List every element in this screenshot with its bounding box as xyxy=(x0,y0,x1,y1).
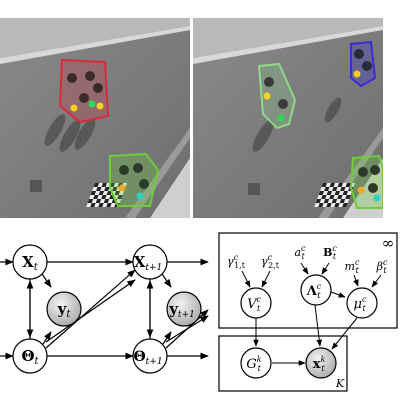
curb xyxy=(150,158,190,218)
plate-outer xyxy=(218,232,398,329)
aerial-photo-left xyxy=(0,18,190,218)
node-x-t: Xt xyxy=(12,244,48,280)
svg-text:Θt+1: Θt+1 xyxy=(133,349,162,367)
node-mu: μc t xyxy=(346,287,378,319)
svg-text:xkt: xk t xyxy=(313,355,326,373)
plate-inner-label: K xyxy=(335,377,345,390)
param-beta: βc t xyxy=(376,258,388,275)
drain-grate xyxy=(30,180,42,192)
node-y-t: yt xyxy=(46,291,82,327)
param-gamma2: γc 2,t xyxy=(261,253,280,270)
svg-text:yt: yt xyxy=(57,300,72,320)
temporal-model xyxy=(0,258,209,360)
plate-model: ∞ K γc 1,t γc 2,t ac t Bc t mc t xyxy=(218,232,398,392)
svg-text:Vct: Vc t xyxy=(247,295,261,313)
tracked-group-light-green xyxy=(257,62,297,130)
param-m: mc t xyxy=(345,258,360,275)
tracked-group-blue xyxy=(350,40,377,88)
node-y-t1: yt+1 xyxy=(166,291,202,327)
param-a: ac t xyxy=(294,244,306,261)
svg-text:Xt: Xt xyxy=(22,253,39,273)
plate-outer-label: ∞ xyxy=(382,234,395,252)
node-Lambda: Λc t xyxy=(300,274,332,306)
tracked-group-green xyxy=(109,152,160,207)
sidewalk xyxy=(0,18,190,58)
svg-text:Λct: Λc t xyxy=(306,282,322,300)
node-theta-t1: Θt+1 xyxy=(132,338,168,374)
node-theta-t: Θt xyxy=(12,338,48,374)
node-V: Vc t xyxy=(240,287,272,319)
checkerboard-tile xyxy=(314,183,355,207)
tracked-group-green xyxy=(349,154,383,209)
node-G: Gk t xyxy=(240,347,272,379)
node-x-t1: Xt+1 xyxy=(132,244,168,280)
svg-text:μct: μc t xyxy=(354,295,367,313)
param-gamma1: γc 1,t xyxy=(227,253,246,270)
svg-text:yt+1: yt+1 xyxy=(168,300,195,320)
svg-text:Xt+1: Xt+1 xyxy=(134,253,163,273)
svg-text:Θt: Θt xyxy=(21,347,39,367)
svg-text:Gkt: Gk t xyxy=(246,355,261,373)
aerial-photo-right xyxy=(193,18,383,218)
node-x-observed: xk t xyxy=(305,347,337,379)
tracked-group-red xyxy=(58,58,110,124)
aerial-scene-left xyxy=(0,18,190,218)
aerial-scene-right xyxy=(193,18,383,218)
plate-inner xyxy=(218,335,348,392)
param-B: Bc t xyxy=(323,244,337,261)
